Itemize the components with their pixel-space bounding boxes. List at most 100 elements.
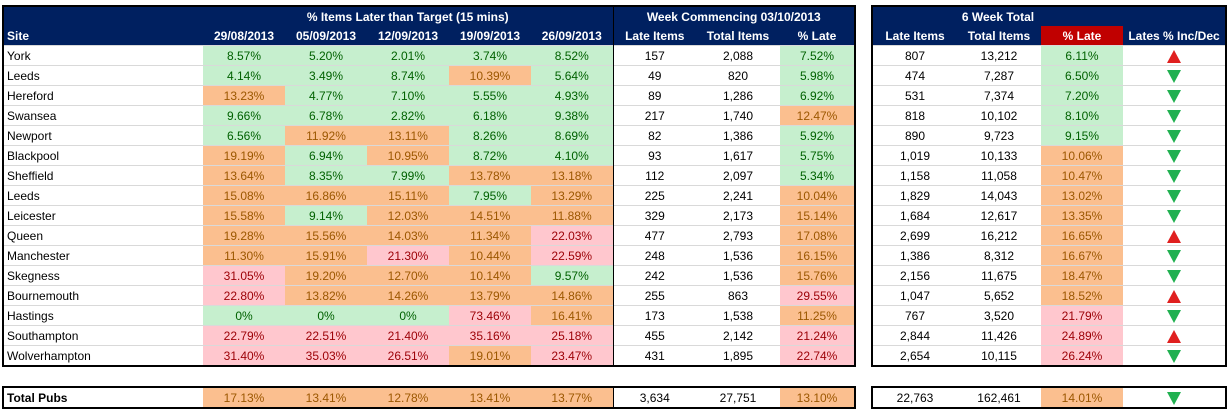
weekly-pct-cell: 31.40% — [203, 345, 285, 366]
weekly-pct-cell: 73.46% — [449, 305, 531, 326]
table-row: Wolverhampton 31.40% 35.03% 26.51% 19.01% 23.… — [3, 345, 855, 366]
trend-up-arrow-icon — [1167, 329, 1181, 343]
table-row: Bournemouth 22.80% 13.82% 14.26% 13.79% 14.86… — [3, 285, 855, 306]
weekly-pct-cell: 13.29% — [531, 185, 613, 206]
total-items-cell: 1,536 — [696, 265, 780, 286]
table-row: Swansea 9.66% 6.78% 2.82% 6.18% 9.38% 217 1,740… — [3, 105, 855, 126]
header-blank — [1123, 6, 1226, 26]
weekly-pct-cell: 5.55% — [449, 85, 531, 106]
six-week-total-row-table: 22,763 162,461 14.01% — [871, 386, 1227, 409]
six-week-total-items-cell: 3,520 — [957, 305, 1041, 326]
weekly-pct-cell: 13.18% — [531, 165, 613, 186]
table-row: Queen 19.28% 15.56% 14.03% 11.34% 22.03% 477 2,… — [3, 225, 855, 246]
total-late-items: 3,634 — [612, 387, 696, 408]
six-week-total-items-cell: 10,133 — [957, 145, 1041, 166]
six-week-pct-late-cell: 6.11% — [1041, 45, 1123, 66]
six-week-late-items-cell: 1,019 — [872, 145, 957, 166]
total-pct-late: 13.10% — [780, 387, 855, 408]
weekly-pct-cell: 11.34% — [449, 225, 531, 246]
total-items-cell: 1,617 — [696, 145, 780, 166]
trend-cell — [1123, 245, 1226, 266]
weekly-pct-cell: 26.51% — [367, 345, 449, 366]
table-row: Leicester 15.58% 9.14% 12.03% 14.51% 11.88% 32… — [3, 205, 855, 226]
late-items-cell: 242 — [612, 265, 696, 286]
pct-late-cell: 22.74% — [780, 345, 855, 366]
trend-down-arrow-icon — [1167, 69, 1181, 83]
table-row: 767 3,520 21.79% — [872, 305, 1226, 326]
table-row: 531 7,374 7.20% — [872, 85, 1226, 106]
weekly-pct-cell: 4.77% — [285, 85, 367, 106]
trend-cell — [1123, 225, 1226, 246]
trend-down-arrow-icon — [1167, 269, 1181, 283]
weekly-pct-cell: 8.74% — [367, 65, 449, 86]
six-week-total-items-cell: 12,617 — [957, 205, 1041, 226]
trend-cell — [1123, 165, 1226, 186]
six-week-pct-late-cell: 21.79% — [1041, 305, 1123, 326]
weekly-report-table: % Items Later than Target (15 mins) Week… — [2, 5, 856, 367]
six-week-total-row: 22,763 162,461 14.01% — [872, 387, 1226, 408]
total-items-cell: 2,142 — [696, 325, 780, 346]
pct-late-cell: 21.24% — [780, 325, 855, 346]
trend-cell — [1123, 125, 1226, 146]
trend-down-arrow-icon — [1167, 169, 1181, 183]
six-week-total-items-cell: 10,102 — [957, 105, 1041, 126]
group-header-week-commencing: Week Commencing 03/10/2013 — [612, 6, 855, 26]
table-row: York 8.57% 5.20% 2.01% 3.74% 8.52% 157 2,088 7.5… — [3, 45, 855, 66]
six-week-pct-late-cell: 8.10% — [1041, 105, 1123, 126]
weekly-pct-cell: 8.69% — [531, 125, 613, 146]
weekly-pct-cell: 12.70% — [367, 265, 449, 286]
weekly-pct-cell: 6.56% — [203, 125, 285, 146]
six-week-late-items-cell: 2,654 — [872, 345, 957, 366]
site-name: Swansea — [3, 105, 203, 126]
weekly-pct-cell: 19.28% — [203, 225, 285, 246]
total-items-cell: 2,088 — [696, 45, 780, 66]
col-header-late-items: Late Items — [612, 26, 696, 46]
site-name: Southampton — [3, 325, 203, 346]
col-header-six-week-pct-late: % Late — [1041, 26, 1123, 46]
weekly-pct-cell: 5.20% — [285, 45, 367, 66]
col-header-date: 12/09/2013 — [367, 26, 449, 46]
total-row-table: Total Pubs 17.13% 13.41% 12.78% 13.41% 1… — [2, 386, 856, 409]
late-items-cell: 82 — [612, 125, 696, 146]
six-week-pct-late-cell: 26.24% — [1041, 345, 1123, 366]
weekly-pct-cell: 35.16% — [449, 325, 531, 346]
col-header-lates-inc-dec: Lates % Inc/Dec — [1123, 26, 1226, 46]
weekly-pct-cell: 7.99% — [367, 165, 449, 186]
weekly-pct-cell: 9.14% — [285, 205, 367, 226]
six-week-total-items-cell: 16,212 — [957, 225, 1041, 246]
six-week-late-items-cell: 2,156 — [872, 265, 957, 286]
trend-cell — [1123, 345, 1226, 366]
total-items-cell: 1,895 — [696, 345, 780, 366]
trend-cell — [1123, 145, 1226, 166]
late-items-cell: 49 — [612, 65, 696, 86]
table-row: Leeds 15.08% 16.86% 15.11% 7.95% 13.29% 225 2,2… — [3, 185, 855, 206]
col-header-date: 29/08/2013 — [203, 26, 285, 46]
table-row: 2,699 16,212 16.65% — [872, 225, 1226, 246]
six-week-late-items-cell: 818 — [872, 105, 957, 126]
site-name: Queen — [3, 225, 203, 246]
table-row: 2,156 11,675 18.47% — [872, 265, 1226, 286]
trend-cell — [1123, 105, 1226, 126]
trend-up-arrow-icon — [1167, 289, 1181, 303]
six-week-total-items-cell: 11,058 — [957, 165, 1041, 186]
site-name: York — [3, 45, 203, 66]
six-week-late-items-cell: 1,158 — [872, 165, 957, 186]
table-row: 1,386 8,312 16.67% — [872, 245, 1226, 266]
weekly-pct-cell: 11.30% — [203, 245, 285, 266]
six-week-pct-late-cell: 10.47% — [1041, 165, 1123, 186]
six-week-total-items-cell: 10,115 — [957, 345, 1041, 366]
col-header-date: 05/09/2013 — [285, 26, 367, 46]
table-row: Manchester 11.30% 15.91% 21.30% 10.44% 22.59%… — [3, 245, 855, 266]
total-items-cell: 2,241 — [696, 185, 780, 206]
weekly-pct-cell: 35.03% — [285, 345, 367, 366]
site-name: Hereford — [3, 85, 203, 106]
total-items-cell: 1,386 — [696, 125, 780, 146]
weekly-pct-cell: 19.01% — [449, 345, 531, 366]
weekly-pct-cell: 6.18% — [449, 105, 531, 126]
site-name: Bournemouth — [3, 285, 203, 306]
table-row: 890 9,723 9.15% — [872, 125, 1226, 146]
total-items-cell: 1,286 — [696, 85, 780, 106]
six-week-total-items-cell: 5,652 — [957, 285, 1041, 306]
col-header-pct-late: % Late — [780, 26, 855, 46]
site-name: Newport — [3, 125, 203, 146]
